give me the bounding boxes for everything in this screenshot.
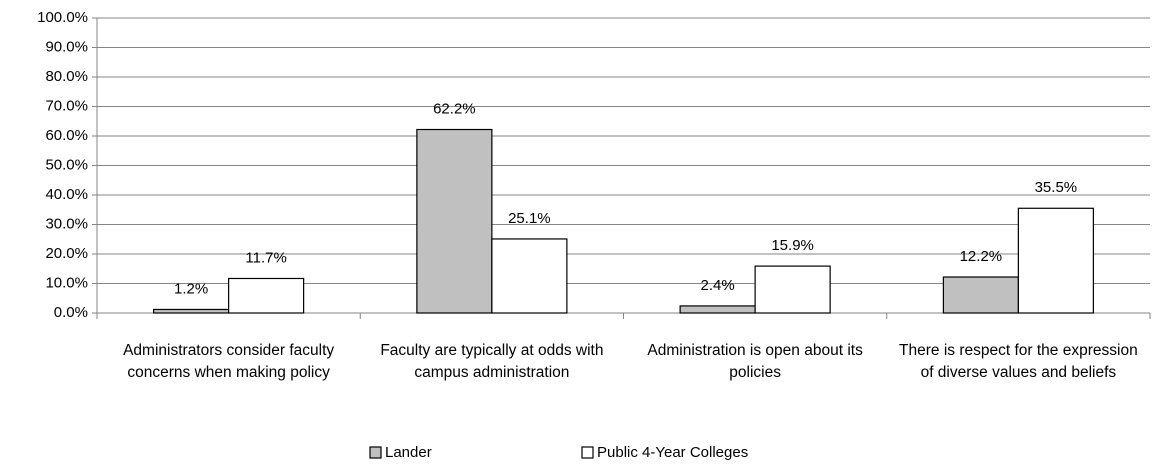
y-tick-label: 20.0% (45, 245, 88, 262)
data-label: 11.7% (245, 249, 286, 266)
data-label: 15.9% (771, 237, 814, 254)
data-label: 35.5% (1035, 179, 1078, 196)
bar (679, 305, 756, 314)
y-tick-label: 70.0% (45, 97, 88, 114)
y-tick-label: 0.0% (54, 304, 88, 321)
y-tick-label: 10.0% (45, 274, 88, 291)
bar (228, 277, 305, 314)
bar (416, 128, 493, 314)
bar (491, 238, 568, 314)
data-label: 12.2% (960, 248, 1003, 265)
legend-label: Lander (385, 444, 432, 461)
legend-swatch (369, 446, 382, 459)
x-tick-label: Administrators consider faculty concerns… (123, 342, 335, 381)
data-label: 25.1% (508, 210, 551, 227)
y-tick-label: 30.0% (45, 215, 88, 232)
bar (754, 265, 831, 314)
bar (1017, 207, 1094, 314)
legend-label: Public 4-Year Colleges (597, 444, 748, 461)
data-label: 2.4% (701, 277, 735, 294)
y-tick-label: 80.0% (45, 68, 88, 85)
y-tick-label: 40.0% (45, 186, 88, 203)
x-tick-label: Administration is open about its policie… (647, 342, 863, 381)
y-tick-label: 90.0% (45, 38, 88, 55)
data-label: 62.2% (433, 100, 476, 117)
legend-swatch (581, 446, 594, 459)
y-tick-label: 50.0% (45, 156, 88, 173)
bar (153, 308, 230, 314)
y-tick-label: 100.0% (37, 9, 88, 26)
bar (942, 276, 1019, 314)
x-tick-label: There is respect for the expression of d… (899, 342, 1138, 381)
y-tick-label: 60.0% (45, 127, 88, 144)
x-tick-label: Faculty are typically at odds with campu… (380, 342, 604, 381)
data-label: 1.2% (174, 280, 208, 297)
